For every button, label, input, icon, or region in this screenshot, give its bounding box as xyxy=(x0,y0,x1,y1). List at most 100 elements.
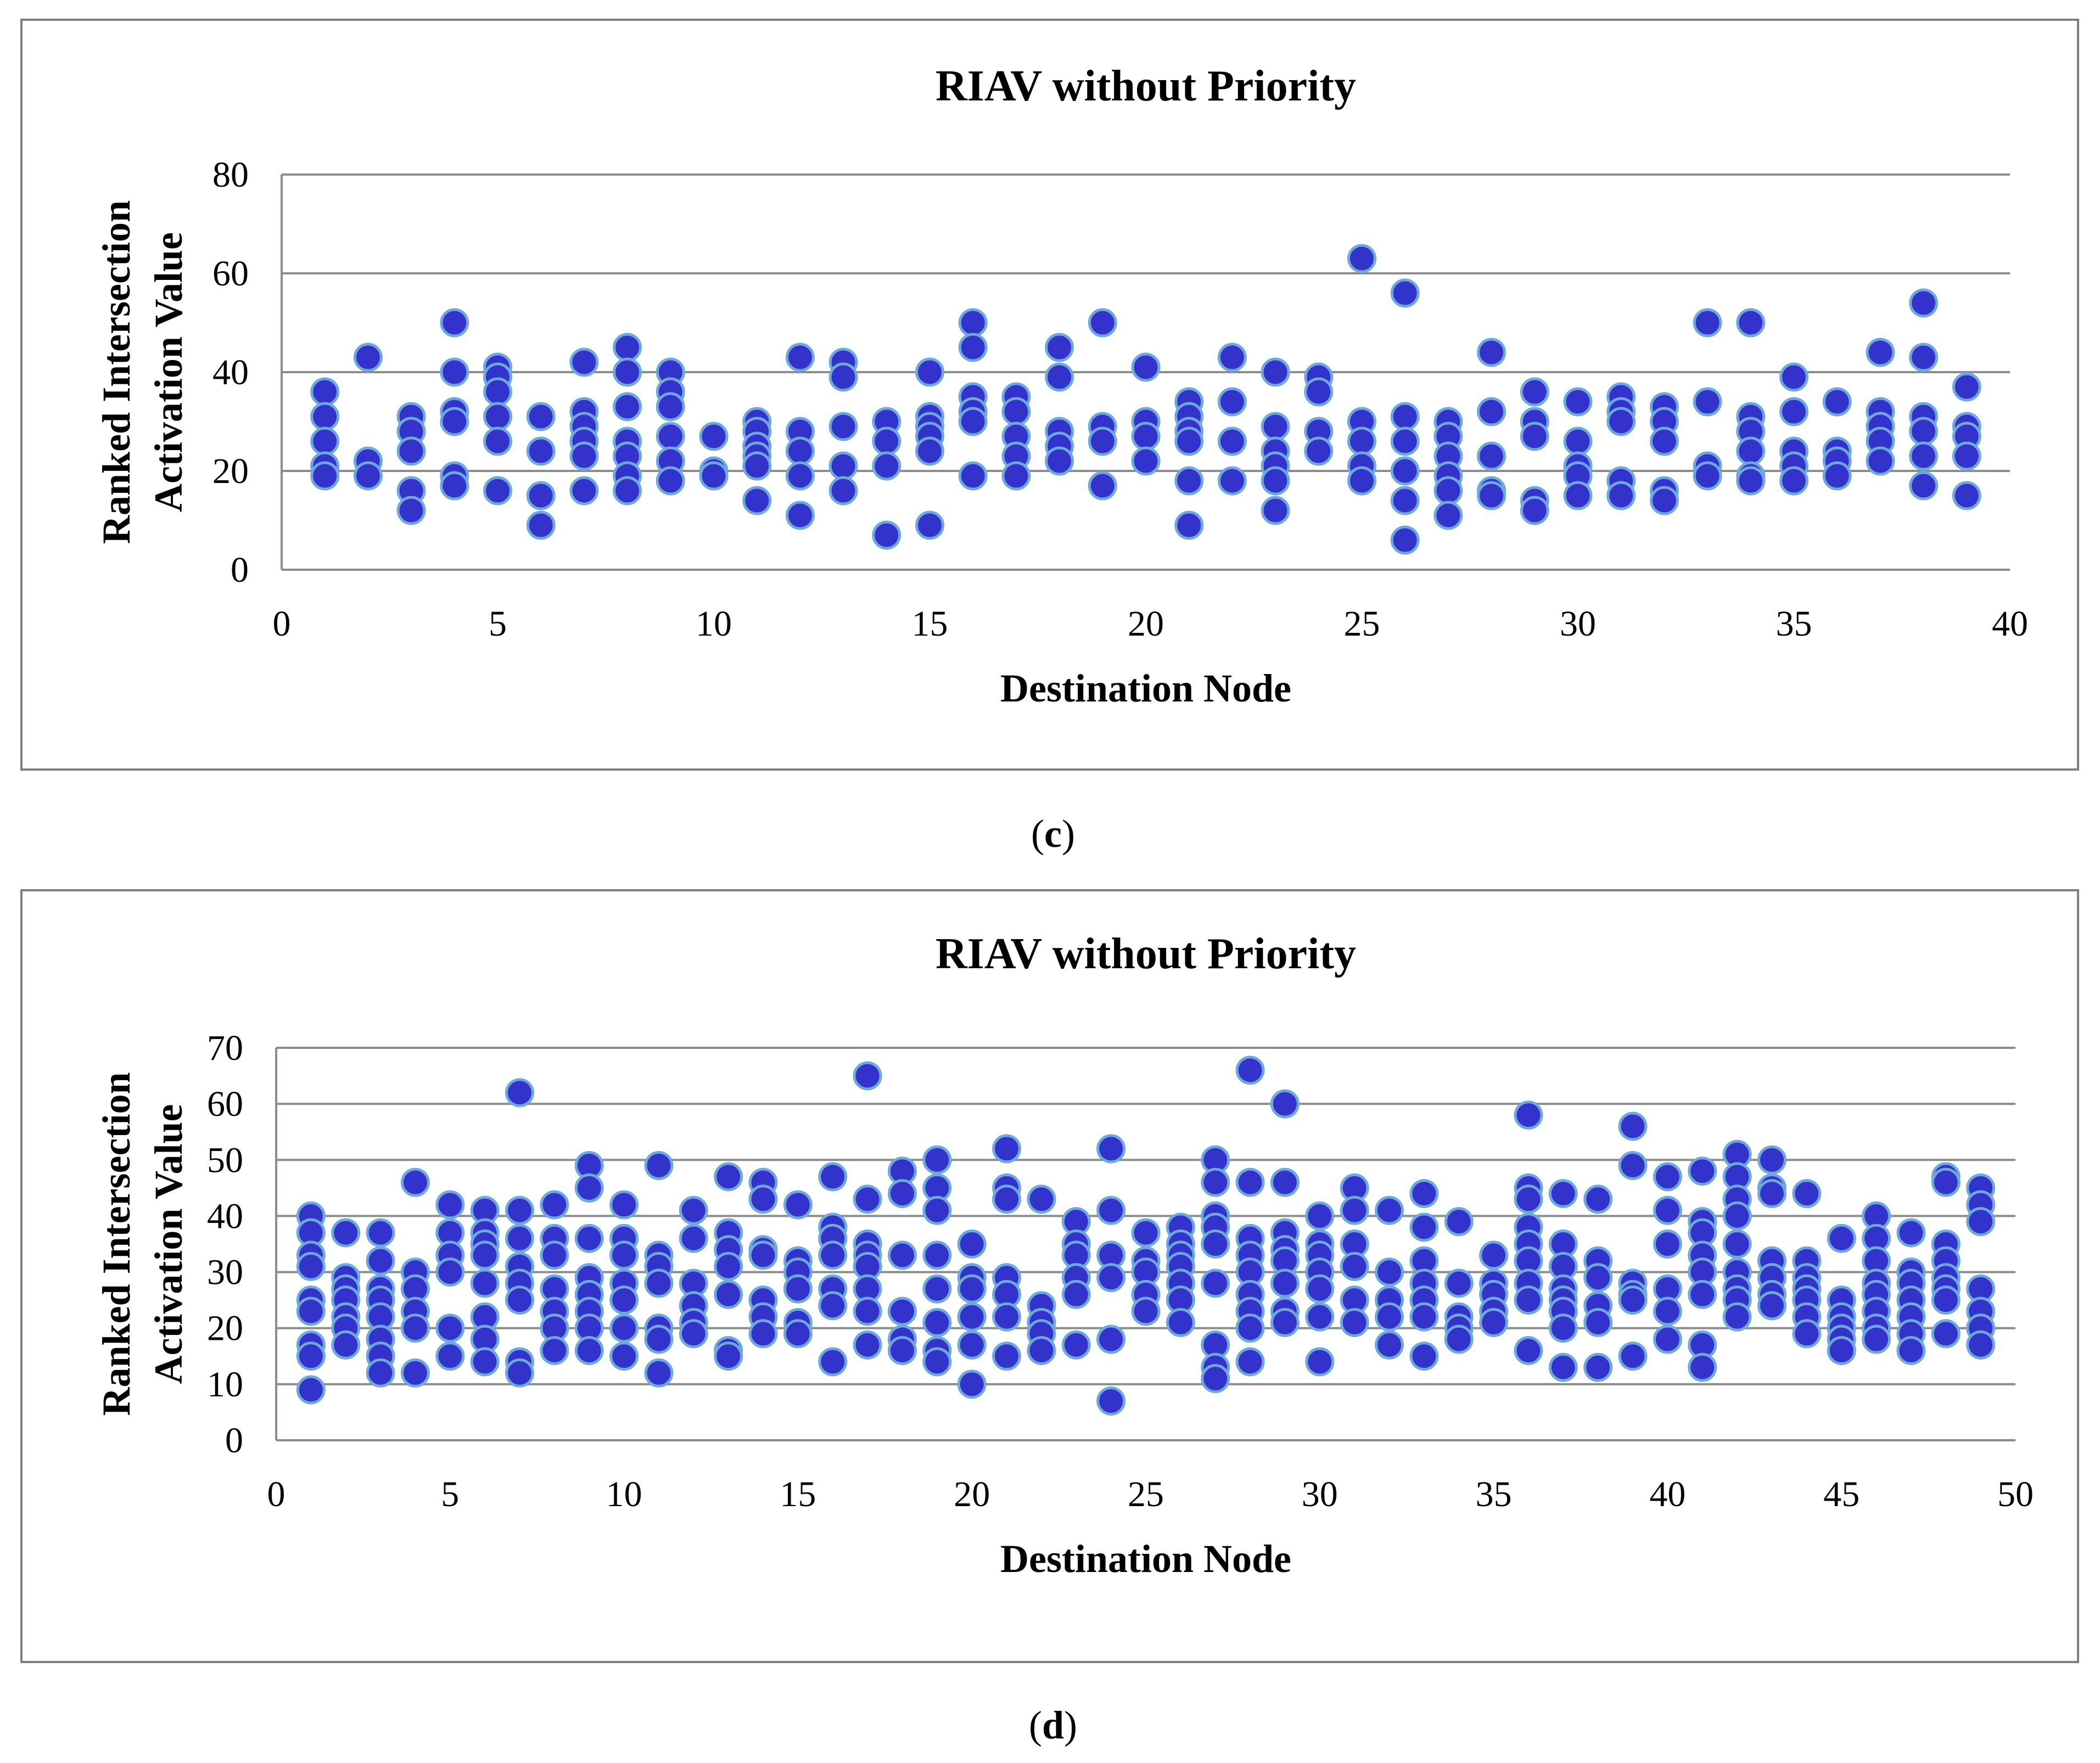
x-tick-label: 40 xyxy=(1992,604,2028,644)
data-point xyxy=(310,377,340,407)
data-point xyxy=(331,1330,361,1360)
data-point xyxy=(1096,1134,1126,1164)
data-point xyxy=(1347,426,1376,456)
y-tick-label: 20 xyxy=(207,1309,243,1349)
y-tick-label: 60 xyxy=(207,1084,243,1124)
x-tick-label: 30 xyxy=(1560,604,1596,644)
data-point xyxy=(1270,1268,1300,1298)
data-point xyxy=(440,407,469,436)
data-point xyxy=(400,1313,430,1343)
data-point xyxy=(1827,1223,1856,1253)
scatter-chart-d: RIAV without Priority 0 10 20 30 40 50 60 70 0 5 10… xyxy=(94,930,2034,1581)
data-point xyxy=(1217,426,1247,456)
data-point xyxy=(1201,1229,1230,1259)
data-point xyxy=(353,461,383,491)
data-point xyxy=(1479,1240,1509,1270)
data-point xyxy=(1390,402,1420,431)
data-point xyxy=(1649,486,1679,515)
data-point xyxy=(1688,1279,1717,1309)
data-point xyxy=(613,333,642,362)
x-tick-label: 20 xyxy=(954,1474,990,1514)
x-tick-label: 40 xyxy=(1649,1474,1685,1514)
data-point xyxy=(1757,1179,1787,1209)
data-point xyxy=(1088,308,1117,338)
x-tick-label: 5 xyxy=(489,604,507,644)
data-point xyxy=(1340,1308,1369,1337)
data-point xyxy=(440,357,469,387)
data-point xyxy=(958,333,988,362)
data-point xyxy=(1477,441,1507,471)
data-point xyxy=(818,1347,848,1377)
data-point xyxy=(1340,1251,1369,1281)
data-point xyxy=(1217,343,1247,372)
gridlines xyxy=(276,1047,2015,1385)
data-point xyxy=(1548,1352,1578,1382)
data-point xyxy=(1131,422,1161,451)
data-point xyxy=(400,1167,430,1197)
y-tick-label: 60 xyxy=(212,254,249,294)
x-axis-title: Destination Node xyxy=(1000,1537,1291,1581)
data-point xyxy=(853,1330,882,1360)
data-point xyxy=(1688,1156,1717,1186)
x-tick-label: 5 xyxy=(441,1474,459,1514)
data-point xyxy=(609,1341,639,1371)
data-point xyxy=(1779,397,1808,426)
data-point xyxy=(1606,481,1636,510)
data-point xyxy=(1235,1055,1265,1085)
data-point xyxy=(440,308,469,338)
data-point xyxy=(714,1251,743,1281)
data-point xyxy=(1583,1263,1613,1293)
data-point xyxy=(915,510,944,540)
data-point xyxy=(1966,1330,1996,1360)
data-point xyxy=(1305,1274,1335,1304)
data-point xyxy=(1548,1313,1578,1343)
y-tick-label: 40 xyxy=(207,1196,243,1236)
data-point xyxy=(1217,466,1247,496)
data-point xyxy=(483,377,512,407)
data-point xyxy=(656,392,685,422)
data-point xyxy=(1653,1324,1682,1354)
data-point xyxy=(1261,466,1290,496)
data-point xyxy=(1390,486,1420,515)
data-point xyxy=(714,1341,743,1371)
y-tick-label: 30 xyxy=(207,1253,243,1293)
x-tick-label: 0 xyxy=(267,1474,285,1514)
data-point xyxy=(1514,1101,1543,1130)
data-point xyxy=(1909,471,1939,501)
data-point xyxy=(1822,387,1852,417)
data-point xyxy=(1653,1195,1682,1225)
data-point xyxy=(644,1151,674,1180)
data-point xyxy=(1261,412,1290,441)
data-point xyxy=(1822,461,1852,491)
x-tick-label: 25 xyxy=(1128,1474,1164,1514)
data-point xyxy=(505,1358,535,1388)
data-point xyxy=(1909,288,1939,318)
y-tick-label: 20 xyxy=(212,451,249,491)
data-point xyxy=(1548,1179,1578,1209)
data-point xyxy=(1131,1218,1161,1248)
y-tick-label: 40 xyxy=(212,352,249,392)
data-point xyxy=(1096,1386,1126,1416)
x-tick-label: 10 xyxy=(696,604,732,644)
data-point xyxy=(957,1274,987,1304)
data-point xyxy=(1304,377,1334,407)
data-point xyxy=(1896,1336,1926,1366)
data-point xyxy=(1862,1324,1891,1354)
data-point xyxy=(1045,362,1074,392)
data-point xyxy=(1409,1302,1439,1332)
data-point xyxy=(1061,1330,1091,1360)
data-point xyxy=(505,1285,535,1315)
data-point xyxy=(1931,1167,1961,1197)
caption-c-letter: c xyxy=(1044,812,1062,856)
data-point xyxy=(714,1279,743,1309)
data-point xyxy=(828,362,858,392)
data-point xyxy=(1375,1195,1404,1225)
caption-d: (d) xyxy=(1028,1703,1077,1747)
data-point xyxy=(331,1218,361,1248)
data-point xyxy=(1166,1308,1195,1337)
data-point xyxy=(505,1223,535,1253)
data-point xyxy=(366,1246,395,1276)
data-point xyxy=(1174,426,1204,456)
data-point xyxy=(1931,1285,1961,1315)
data-point xyxy=(1966,1207,1996,1237)
